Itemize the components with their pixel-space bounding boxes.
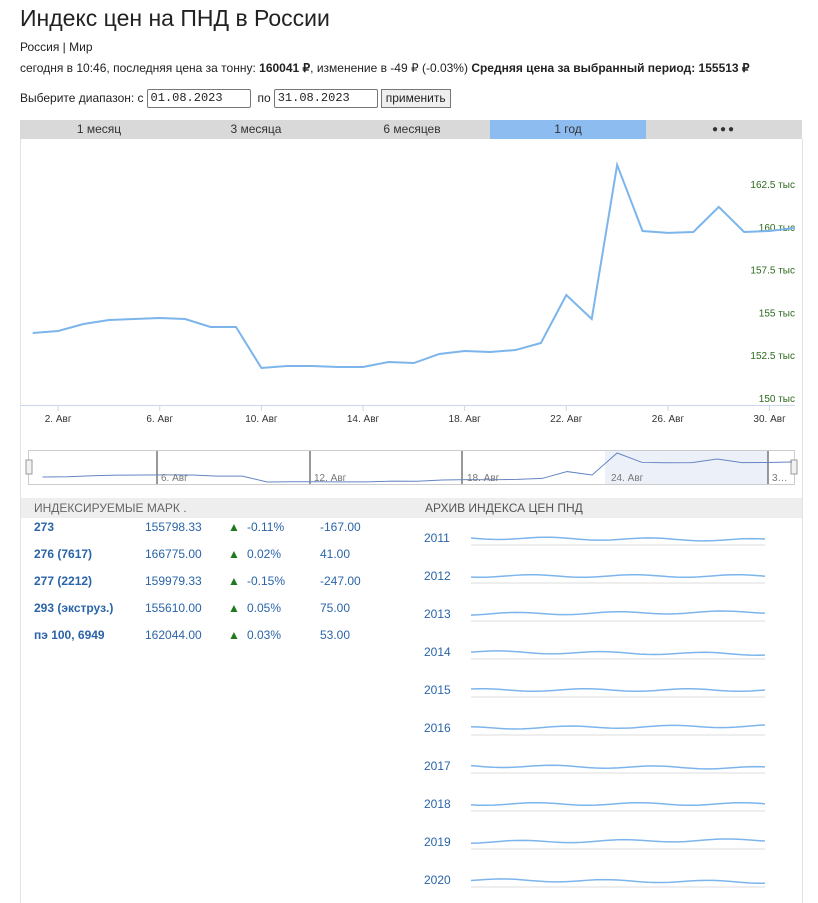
sparkline [470, 610, 766, 616]
archive-year: 2011 [424, 531, 450, 545]
grade-name[interactable]: 276 (7617) [34, 547, 93, 561]
navigator-grid [156, 451, 769, 484]
up-icon: ▲ [228, 628, 240, 642]
archive-year: 2012 [424, 569, 451, 583]
archive-title: АРХИВ ИНДЕКСА ЦЕН ПНД [425, 501, 583, 515]
tab[interactable]: 6 месяцев [383, 122, 441, 136]
y-tick-label: 155 тыс [759, 308, 795, 319]
x-tick-label: 26. Авг [652, 414, 685, 425]
grade-name[interactable]: 273 [34, 520, 55, 534]
grade-cell: 0.05% [247, 601, 282, 615]
x-tick-label: 14. Авг [347, 414, 380, 425]
sparkline [470, 687, 766, 693]
sparkline [470, 650, 766, 656]
grade-cell: 53.00 [320, 628, 351, 642]
grade-cell: 155798.33 [145, 520, 202, 534]
navigator-selection [605, 451, 768, 484]
x-tick-label: 18. Авг [449, 414, 482, 425]
y-tick-label: 162.5 тыс [750, 180, 795, 191]
archive-year: 2019 [424, 835, 451, 849]
grade-name[interactable]: 293 (экструз.) [34, 601, 114, 615]
x-tick-label: 6. Авг [146, 414, 173, 425]
grade-cell: 75.00 [320, 601, 351, 615]
grades-title: ИНДЕКСИРУЕМЫЕ МАРК . [34, 501, 187, 515]
grade-cell: 162044.00 [145, 628, 202, 642]
y-tick-label: 157.5 тыс [750, 266, 795, 277]
navigator-line [42, 452, 793, 483]
navigator-label: 12. Авг [314, 473, 347, 484]
grade-name[interactable]: 277 (2212) [34, 574, 93, 588]
up-icon: ▲ [228, 520, 240, 534]
grade-cell: -0.15% [247, 574, 286, 588]
average-price: Средняя цена за выбранный период: 155513… [471, 61, 750, 75]
archive-year: 2015 [424, 683, 451, 697]
tab[interactable]: 1 месяц [76, 122, 122, 136]
navigator-handle[interactable] [25, 459, 33, 475]
navigator-label: 3… [772, 473, 788, 484]
x-tick-label: 30. Авг [753, 414, 786, 425]
archive-year: 2016 [424, 721, 451, 735]
archive-year: 2018 [424, 797, 451, 811]
y-tick-label: 152.5 тыс [750, 351, 795, 362]
archive-year: 2020 [424, 873, 451, 887]
tab[interactable]: 3 месяца [230, 122, 282, 136]
info-line: сегодня в 10:46, последняя цена за тонну… [20, 61, 750, 75]
subtitle: Россия | Мир [20, 40, 93, 54]
x-tick-label: 2. Авг [45, 414, 72, 425]
grade-cell: 0.02% [247, 547, 282, 561]
apply-button[interactable]: применить [380, 89, 451, 108]
date-from[interactable]: 01.08.2023 [146, 89, 251, 108]
tab[interactable]: ●●● [711, 124, 737, 135]
sparkline [470, 573, 766, 579]
sparkline [470, 536, 766, 542]
archive-year: 2014 [424, 645, 451, 659]
up-icon: ▲ [228, 601, 240, 615]
section-bar [20, 498, 802, 518]
x-tick-label: 10. Авг [245, 414, 278, 425]
sparkline [470, 838, 766, 845]
last-price: 160041 ₽ [259, 61, 311, 75]
grade-cell: -0.11% [247, 520, 285, 534]
price-line [32, 161, 796, 370]
tab-active[interactable]: 1 год [490, 120, 646, 139]
page-title: Индекс цен на ПНД в России [20, 5, 330, 31]
grade-cell: 41.00 [320, 547, 351, 561]
x-tick-label: 22. Авг [550, 414, 583, 425]
grade-cell: 155610.00 [145, 601, 202, 615]
grade-cell: 159979.33 [145, 574, 202, 588]
date-to[interactable]: 31.08.2023 [273, 89, 378, 108]
grade-cell: -167.00 [320, 520, 361, 534]
sparkline [470, 801, 766, 807]
grade-name[interactable]: пэ 100, 6949 [34, 628, 105, 642]
navigator-label: 24. Авг [611, 473, 644, 484]
sparkline [470, 878, 766, 884]
up-icon: ▲ [228, 574, 240, 588]
y-tick-label: 150 тыс [759, 394, 795, 405]
info-change: , изменение в -49 ₽ (-0.03%) [310, 61, 468, 75]
range-picker: Выберите диапазон: с 01.08.2023 по 31.08… [20, 89, 451, 108]
navigator-label: 6. Авг [161, 473, 188, 484]
navigator-label: 18. Авг [467, 473, 500, 484]
sparkline [470, 764, 766, 770]
grade-cell: 166775.00 [145, 547, 202, 561]
up-icon: ▲ [228, 547, 240, 561]
range-label: Выберите диапазон: с [20, 91, 144, 105]
grade-cell: 0.03% [247, 628, 282, 642]
info-text: сегодня в 10:46, последняя цена за тонну… [20, 61, 256, 75]
navigator-handle[interactable] [790, 459, 798, 475]
grade-cell: -247.00 [320, 574, 361, 588]
range-to-label: по [257, 91, 271, 105]
sparkline [470, 724, 766, 730]
archive-year: 2013 [424, 607, 451, 621]
y-tick-label: 160 тыс [759, 223, 795, 234]
archive-year: 2017 [424, 759, 451, 773]
